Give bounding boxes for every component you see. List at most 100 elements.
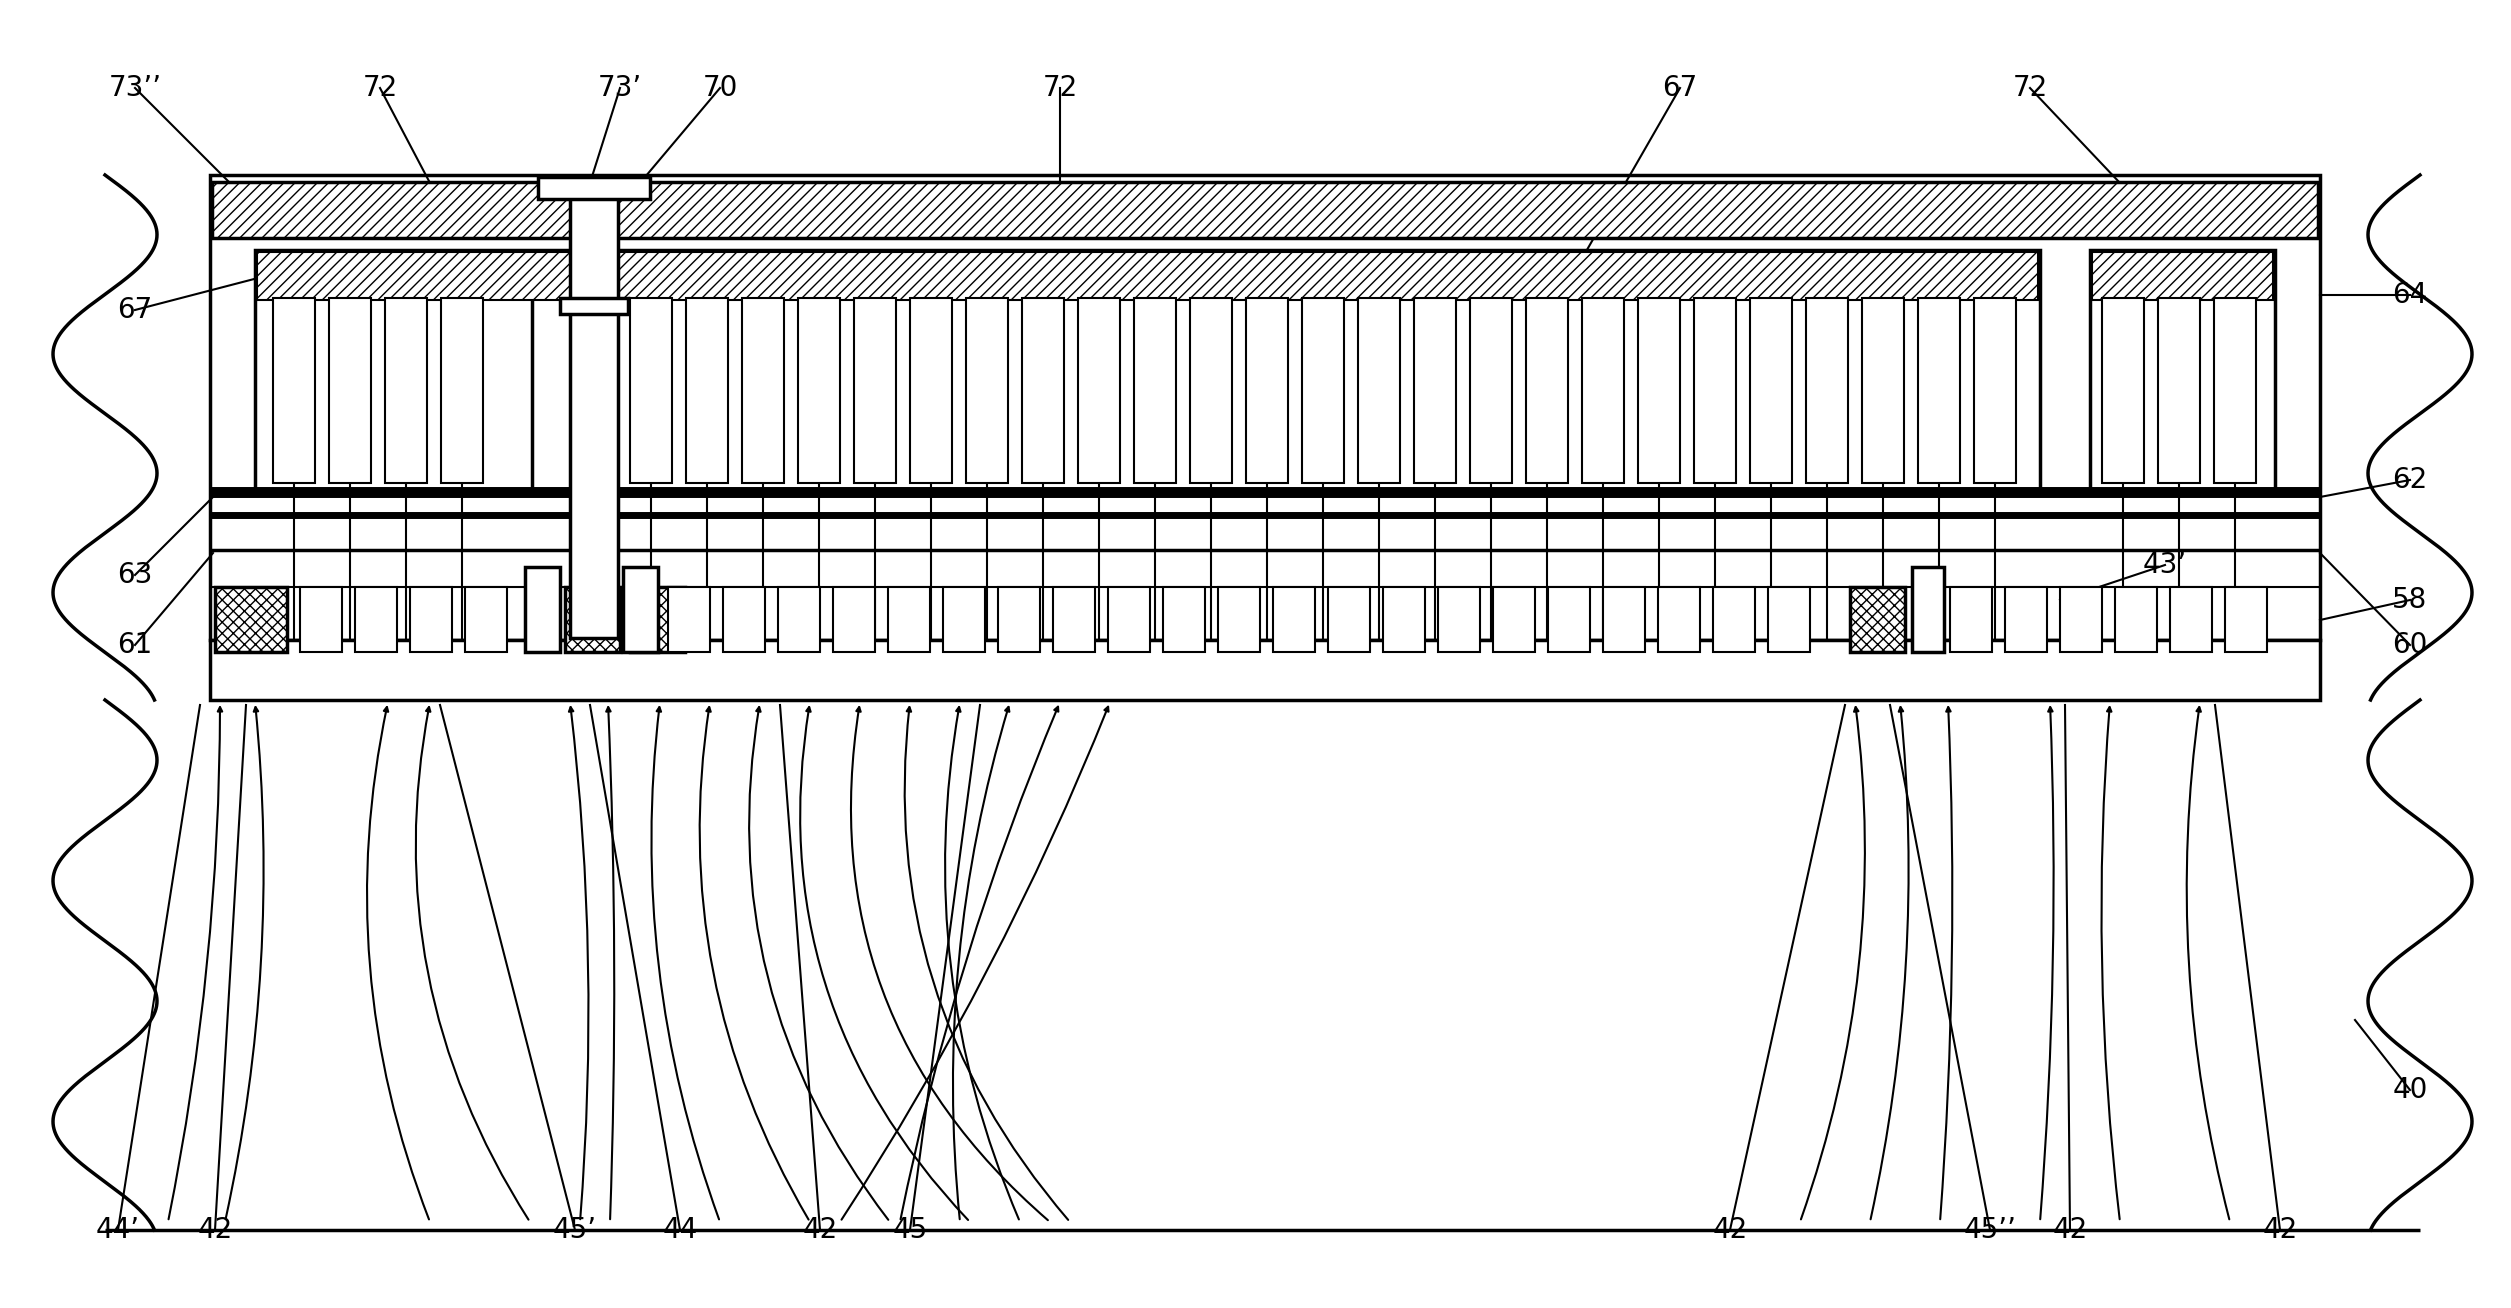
- Bar: [1077, 298, 1120, 483]
- Text: 44’: 44’: [95, 1216, 141, 1244]
- Bar: [1657, 587, 1700, 651]
- Bar: [1527, 298, 1567, 483]
- Text: 42: 42: [2051, 1216, 2087, 1244]
- Bar: [668, 587, 711, 651]
- Bar: [1805, 298, 1848, 483]
- Text: 58: 58: [2393, 586, 2428, 613]
- Bar: [1303, 298, 1343, 483]
- Bar: [256, 252, 2039, 300]
- Text: 45’’: 45’’: [1964, 1216, 2016, 1244]
- Bar: [1273, 587, 1316, 651]
- Bar: [909, 298, 952, 483]
- Bar: [1384, 587, 1426, 651]
- Bar: [354, 587, 397, 651]
- Text: 42: 42: [1713, 1216, 1748, 1244]
- Bar: [967, 298, 1007, 483]
- Bar: [1768, 587, 1810, 651]
- Bar: [1107, 587, 1150, 651]
- Bar: [1547, 587, 1589, 651]
- Bar: [834, 587, 874, 651]
- Bar: [1911, 566, 1944, 651]
- Bar: [1190, 298, 1233, 483]
- Bar: [1469, 298, 1512, 483]
- Bar: [2225, 587, 2267, 651]
- Text: 44: 44: [663, 1216, 698, 1244]
- Text: 73’’: 73’’: [108, 75, 161, 102]
- Bar: [686, 298, 728, 483]
- Bar: [630, 298, 673, 483]
- Bar: [944, 587, 984, 651]
- Bar: [2170, 587, 2212, 651]
- Bar: [274, 298, 314, 483]
- Text: 73’: 73’: [598, 75, 643, 102]
- Bar: [570, 177, 618, 638]
- Text: 42: 42: [198, 1216, 234, 1244]
- Bar: [1602, 587, 1645, 651]
- Bar: [630, 587, 686, 651]
- Bar: [778, 587, 821, 651]
- Bar: [211, 182, 2318, 238]
- Bar: [211, 175, 2320, 640]
- Bar: [216, 587, 286, 651]
- Text: 72: 72: [362, 75, 397, 102]
- Bar: [560, 298, 628, 314]
- Bar: [329, 298, 372, 483]
- Text: 72: 72: [2011, 75, 2046, 102]
- Text: 72: 72: [1042, 75, 1077, 102]
- Bar: [256, 250, 2039, 490]
- Text: 64: 64: [2393, 281, 2428, 309]
- Bar: [1863, 298, 1903, 483]
- Text: 42: 42: [804, 1216, 839, 1244]
- Text: 67: 67: [1662, 75, 1697, 102]
- Text: 70: 70: [703, 75, 738, 102]
- Bar: [525, 566, 560, 651]
- Bar: [1582, 298, 1625, 483]
- Bar: [1022, 298, 1065, 483]
- Bar: [1439, 587, 1479, 651]
- Bar: [1974, 298, 2016, 483]
- Bar: [409, 587, 452, 651]
- Bar: [537, 177, 650, 199]
- Bar: [854, 298, 896, 483]
- Text: 60: 60: [2393, 630, 2428, 659]
- Text: 67: 67: [118, 296, 153, 324]
- Bar: [1713, 587, 1755, 651]
- Bar: [2114, 587, 2157, 651]
- Bar: [1494, 587, 1534, 651]
- Bar: [1328, 587, 1371, 651]
- Bar: [2089, 250, 2275, 490]
- Bar: [1414, 298, 1456, 483]
- Bar: [1135, 298, 1175, 483]
- Bar: [299, 587, 341, 651]
- Bar: [1163, 587, 1205, 651]
- Bar: [384, 298, 427, 483]
- Text: 42: 42: [2262, 1216, 2298, 1244]
- Bar: [2215, 298, 2255, 483]
- Bar: [465, 587, 507, 651]
- Bar: [1358, 298, 1401, 483]
- Bar: [1637, 298, 1680, 483]
- Bar: [1695, 298, 1735, 483]
- Text: 43’: 43’: [2142, 551, 2187, 579]
- Bar: [1245, 298, 1288, 483]
- Bar: [2059, 587, 2102, 651]
- Bar: [1218, 587, 1261, 651]
- Bar: [1951, 587, 1991, 651]
- Bar: [442, 298, 482, 483]
- Bar: [2092, 252, 2272, 300]
- Text: 40: 40: [2393, 1076, 2428, 1104]
- Bar: [623, 566, 658, 651]
- Bar: [2102, 298, 2144, 483]
- Bar: [1052, 587, 1095, 651]
- Bar: [211, 640, 2320, 700]
- Bar: [741, 298, 783, 483]
- Text: 63: 63: [118, 561, 153, 589]
- Bar: [1851, 587, 1906, 651]
- Bar: [997, 587, 1040, 651]
- Bar: [723, 587, 766, 651]
- Bar: [798, 298, 841, 483]
- Bar: [1918, 298, 1961, 483]
- Text: 45: 45: [891, 1216, 927, 1244]
- Bar: [1750, 298, 1793, 483]
- Bar: [565, 587, 620, 651]
